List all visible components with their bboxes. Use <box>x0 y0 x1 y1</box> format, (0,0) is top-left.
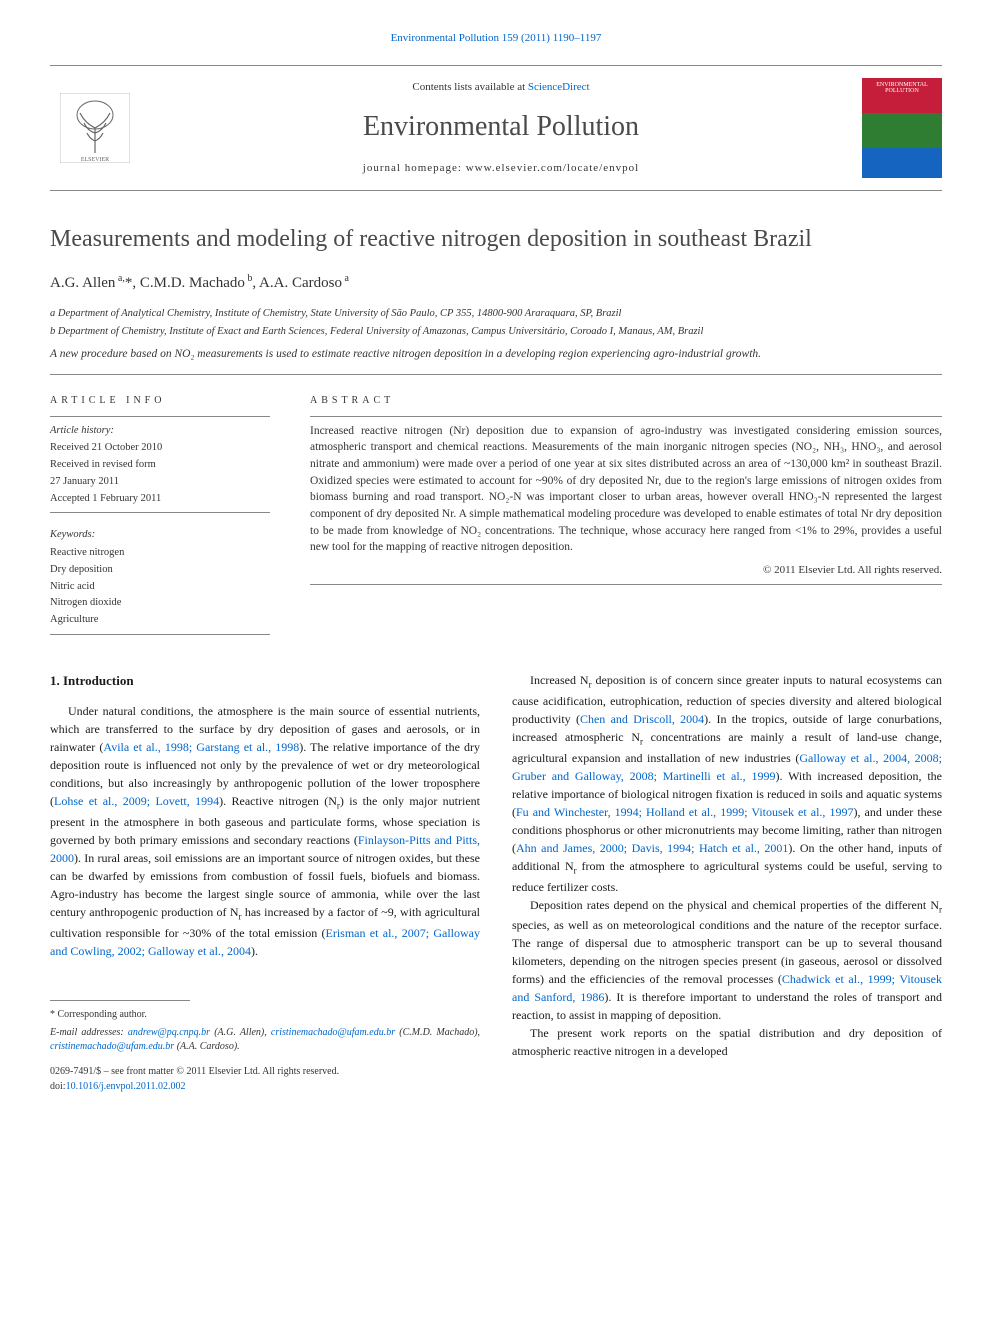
homepage-line: journal homepage: www.elsevier.com/locat… <box>140 160 862 177</box>
body-paragraph: Under natural conditions, the atmosphere… <box>50 702 480 960</box>
email-link[interactable]: cristinemachado@ufam.edu.br <box>50 1041 174 1052</box>
divider <box>310 416 942 417</box>
article-info-label: ARTICLE INFO <box>50 393 270 408</box>
footer-rule <box>50 1000 190 1001</box>
history-item: 27 January 2011 <box>50 474 270 490</box>
history-item: Received 21 October 2010 <box>50 440 270 456</box>
affiliation: b Department of Chemistry, Institute of … <box>50 324 942 340</box>
citation-link[interactable]: Chen and Driscoll, 2004 <box>580 712 704 726</box>
page-header: Environmental Pollution 159 (2011) 1190–… <box>50 30 942 47</box>
author-affil-sup: b <box>245 273 253 284</box>
affiliation: a Department of Analytical Chemistry, In… <box>50 306 942 322</box>
divider <box>310 584 942 585</box>
history-item: Received in revised form <box>50 457 270 473</box>
citation-link[interactable]: Chadwick et al., 1999; Vitousek and Sanf… <box>512 972 942 1004</box>
email-link[interactable]: andrew@pq.cnpq.br <box>128 1027 210 1038</box>
citation-link[interactable]: Finlayson-Pitts and Pitts, 2000 <box>50 833 480 865</box>
citation-link[interactable]: Ahn and James, 2000; Davis, 1994; Hatch … <box>516 841 788 855</box>
email-who: (A.G. Allen) <box>214 1027 264 1038</box>
copyright-block: 0269-7491/$ – see front matter © 2011 El… <box>50 1064 480 1094</box>
column-left: 1. Introduction Under natural conditions… <box>50 671 480 1094</box>
keyword: Nitric acid <box>50 579 270 595</box>
corresponding-author: * Corresponding author. <box>50 1007 480 1022</box>
keyword: Dry deposition <box>50 562 270 578</box>
keyword: Agriculture <box>50 612 270 628</box>
abstract-text: Increased reactive nitrogen (Nr) deposit… <box>310 423 942 556</box>
divider <box>50 374 942 375</box>
citation-link[interactable]: Galloway et al., 2004, 2008; Gruber and … <box>512 751 942 783</box>
citation-link[interactable]: Avila et al., 1998; Garstang et al., 199… <box>103 740 299 754</box>
citation-link[interactable]: Erisman et al., 2007; Galloway and Cowli… <box>50 926 480 958</box>
intro-heading: 1. Introduction <box>50 671 480 691</box>
doi-link[interactable]: 10.1016/j.envpol.2011.02.002 <box>66 1081 186 1092</box>
author-list: A.G. Allen a,*, C.M.D. Machado b, A.A. C… <box>50 271 942 295</box>
author-affil-sup: a, <box>115 273 124 284</box>
history-label: Article history: <box>50 423 270 439</box>
elsevier-tree-icon: ELSEVIER <box>60 93 130 163</box>
divider <box>50 634 270 635</box>
article-title: Measurements and modeling of reactive ni… <box>50 221 942 257</box>
homepage-prefix: journal homepage: <box>363 162 466 174</box>
journal-banner: ELSEVIER Contents lists available at Sci… <box>50 65 942 191</box>
keywords-label: Keywords: <box>50 527 270 543</box>
body-paragraph: The present work reports on the spatial … <box>512 1024 942 1060</box>
abstract: ABSTRACT Increased reactive nitrogen (Nr… <box>310 393 942 641</box>
keyword: Reactive nitrogen <box>50 545 270 561</box>
email-link[interactable]: cristinemachado@ufam.edu.br <box>271 1027 395 1038</box>
keyword: Nitrogen dioxide <box>50 595 270 611</box>
citation-link[interactable]: Fu and Winchester, 1994; Holland et al.,… <box>516 805 854 819</box>
publisher-logo: ELSEVIER <box>50 83 140 173</box>
citation-link[interactable]: Lohse et al., 2009; Lovett, 1994 <box>54 794 219 808</box>
issn-line: 0269-7491/$ – see front matter © 2011 El… <box>50 1064 480 1079</box>
info-abstract-row: ARTICLE INFO Article history: Received 2… <box>50 393 942 641</box>
abstract-copyright: © 2011 Elsevier Ltd. All rights reserved… <box>310 562 942 579</box>
history-item: Accepted 1 February 2011 <box>50 491 270 507</box>
abstract-label: ABSTRACT <box>310 393 942 408</box>
emails-label: E-mail addresses: <box>50 1027 128 1038</box>
doi-line: doi:10.1016/j.envpol.2011.02.002 <box>50 1079 480 1094</box>
cover-thumbnail[interactable]: ENVIRONMENTAL POLLUTION <box>862 78 942 178</box>
journal-name: Environmental Pollution <box>140 106 862 148</box>
body-paragraph: Deposition rates depend on the physical … <box>512 896 942 1025</box>
email-who: (A.A. Cardoso) <box>177 1041 237 1052</box>
sciencedirect-link[interactable]: ScienceDirect <box>528 81 590 93</box>
contents-prefix: Contents lists available at <box>412 81 527 93</box>
banner-center: Contents lists available at ScienceDirec… <box>140 79 862 176</box>
body-paragraph: Increased Nr deposition is of concern si… <box>512 671 942 896</box>
article-info: ARTICLE INFO Article history: Received 2… <box>50 393 270 641</box>
divider <box>50 416 270 417</box>
contents-line: Contents lists available at ScienceDirec… <box>140 79 862 96</box>
main-content: 1. Introduction Under natural conditions… <box>50 671 942 1094</box>
column-right: Increased Nr deposition is of concern si… <box>512 671 942 1094</box>
divider <box>50 512 270 513</box>
author-affil-sup: a <box>342 273 349 284</box>
footer-block: * Corresponding author. E-mail addresses… <box>50 1000 480 1094</box>
email-who: (C.M.D. Machado) <box>399 1027 477 1038</box>
email-addresses: E-mail addresses: andrew@pq.cnpq.br (A.G… <box>50 1026 480 1054</box>
svg-text:ELSEVIER: ELSEVIER <box>81 157 109 163</box>
cover-thumb-title: ENVIRONMENTAL POLLUTION <box>866 82 938 95</box>
homepage-url: www.elsevier.com/locate/envpol <box>466 162 639 174</box>
highlight-statement: A new procedure based on NO₂ measurement… <box>50 346 942 362</box>
journal-ref-link[interactable]: Environmental Pollution 159 (2011) 1190–… <box>391 32 602 44</box>
